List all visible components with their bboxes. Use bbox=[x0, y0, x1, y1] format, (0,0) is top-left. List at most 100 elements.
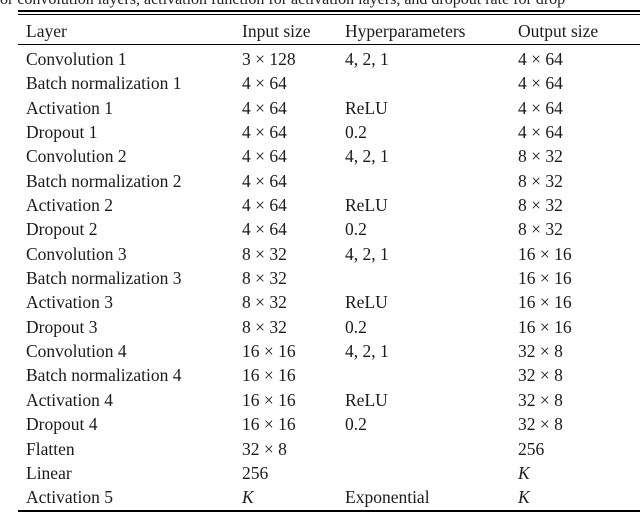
table-cell: Dropout 2 bbox=[26, 219, 98, 240]
table-row: Batch normalization 1 4 × 64 4 × 64 bbox=[18, 71, 640, 95]
table-cell: 4, 2, 1 bbox=[345, 49, 389, 69]
table-cell: ReLU bbox=[345, 195, 388, 216]
table-cell: ReLU bbox=[345, 389, 388, 410]
table-row: Activation 2 4 × 64 ReLU 8 × 32 bbox=[18, 193, 640, 217]
table-row: Flatten 32 × 8 256 bbox=[18, 437, 640, 461]
table-cell: 16 × 16 bbox=[242, 365, 296, 386]
table-cell: Convolution 1 bbox=[26, 49, 127, 69]
column-header-layer: Layer bbox=[26, 21, 67, 41]
table-cell: 0.2 bbox=[345, 414, 367, 435]
table-row: Convolution 4 16 × 16 4, 2, 1 32 × 8 bbox=[18, 339, 640, 363]
table-cell: 16 × 16 bbox=[242, 389, 296, 410]
table-cell: Convolution 2 bbox=[26, 146, 127, 167]
table-cell: 8 × 32 bbox=[518, 170, 563, 191]
table-cell bbox=[345, 71, 518, 95]
table-cell: 0.2 bbox=[345, 122, 367, 143]
table-cell: Exponential bbox=[345, 487, 430, 508]
column-header-hyperparameters: Hyperparameters bbox=[345, 21, 466, 41]
table-cell: 256 bbox=[242, 462, 269, 483]
table-cell: 0.2 bbox=[345, 219, 367, 240]
table-cell: 8 × 32 bbox=[242, 268, 287, 289]
table-cell: 16 × 16 bbox=[518, 268, 572, 289]
table-row: Convolution 3 8 × 32 4, 2, 1 16 × 16 bbox=[18, 242, 640, 266]
table-cell: 32 × 8 bbox=[518, 341, 563, 362]
table-cell: 8 × 32 bbox=[242, 316, 287, 337]
table-cell: 16 × 16 bbox=[518, 292, 572, 313]
table-header-rule bbox=[18, 44, 640, 45]
table-header-row: Layer Input size Hyperparameters Output … bbox=[18, 19, 640, 43]
table-cell: Batch normalization 1 bbox=[26, 73, 182, 94]
table-cell: 4 × 64 bbox=[518, 73, 563, 94]
table-row: Activation 1 4 × 64 ReLU 4 × 64 bbox=[18, 96, 640, 120]
column-header-output-size: Output size bbox=[518, 21, 599, 41]
table-cell bbox=[345, 266, 518, 290]
table-cell: 32 × 8 bbox=[242, 438, 287, 459]
table-cell: 16 × 16 bbox=[242, 414, 296, 435]
table-cell bbox=[345, 461, 518, 485]
table-row: Dropout 2 4 × 64 0.2 8 × 32 bbox=[18, 217, 640, 241]
table-row: Convolution 2 4 × 64 4, 2, 1 8 × 32 bbox=[18, 144, 640, 168]
table-cell: Linear bbox=[26, 462, 72, 483]
table-cell: 3 × 128 bbox=[242, 49, 296, 69]
table-cell: 32 × 8 bbox=[518, 414, 563, 435]
table-cell: 8 × 32 bbox=[518, 146, 563, 167]
table-cell: Activation 5 bbox=[26, 487, 113, 508]
table-cell: K bbox=[518, 487, 530, 508]
table-cell: Dropout 1 bbox=[26, 122, 98, 143]
table-cell: 4, 2, 1 bbox=[345, 243, 389, 264]
table-cell: 16 × 16 bbox=[518, 316, 572, 337]
table-cell: Activation 4 bbox=[26, 389, 113, 410]
table-row: Activation 3 8 × 32 ReLU 16 × 16 bbox=[18, 290, 640, 314]
table-cell: 4 × 64 bbox=[242, 146, 287, 167]
table-cell: 4 × 64 bbox=[518, 122, 563, 143]
table-row: Batch normalization 3 8 × 32 16 × 16 bbox=[18, 266, 640, 290]
table-cell: 8 × 32 bbox=[518, 219, 563, 240]
table-cell: Dropout 3 bbox=[26, 316, 98, 337]
table-cell: 8 × 32 bbox=[518, 195, 563, 216]
table-cell: K bbox=[518, 462, 530, 483]
table-bottom-rule bbox=[18, 510, 640, 512]
table-cell: 4 × 64 bbox=[518, 49, 563, 69]
table-cell: 4 × 64 bbox=[242, 97, 287, 118]
table-cell: 0.2 bbox=[345, 316, 367, 337]
table-cell: 32 × 8 bbox=[518, 365, 563, 386]
table-cell: 4, 2, 1 bbox=[345, 341, 389, 362]
table-top-rule bbox=[18, 10, 640, 15]
table-cell: 4 × 64 bbox=[242, 122, 287, 143]
table-cell bbox=[345, 363, 518, 387]
table-caption-fragment: or convolution layers, activation functi… bbox=[0, 0, 640, 9]
table-row: Activation 5 K Exponential K bbox=[18, 485, 640, 509]
table-cell: Batch normalization 3 bbox=[26, 268, 182, 289]
table-cell: ReLU bbox=[345, 292, 388, 313]
table-cell: 4 × 64 bbox=[242, 195, 287, 216]
table-cell: 4, 2, 1 bbox=[345, 146, 389, 167]
table-cell: 8 × 32 bbox=[242, 292, 287, 313]
table-row: Activation 4 16 × 16 ReLU 32 × 8 bbox=[18, 388, 640, 412]
table-cell: Activation 1 bbox=[26, 97, 113, 118]
table-cell: 8 × 32 bbox=[242, 243, 287, 264]
table-cell: Batch normalization 2 bbox=[26, 170, 182, 191]
table-cell: Convolution 4 bbox=[26, 341, 127, 362]
table-row: Convolution 1 3 × 128 4, 2, 1 4 × 64 bbox=[18, 47, 640, 71]
table-cell: 256 bbox=[518, 438, 545, 459]
table-row: Batch normalization 4 16 × 16 32 × 8 bbox=[18, 363, 640, 387]
table-row: Dropout 4 16 × 16 0.2 32 × 8 bbox=[18, 412, 640, 436]
table-cell: Convolution 3 bbox=[26, 243, 127, 264]
table-cell: 4 × 64 bbox=[242, 73, 287, 94]
table-cell: 16 × 16 bbox=[242, 341, 296, 362]
table-cell: Activation 3 bbox=[26, 292, 113, 313]
table-row: Dropout 1 4 × 64 0.2 4 × 64 bbox=[18, 120, 640, 144]
table-cell: 16 × 16 bbox=[518, 243, 572, 264]
table-cell: Dropout 4 bbox=[26, 414, 98, 435]
table-cell: 4 × 64 bbox=[518, 97, 563, 118]
table-cell: 4 × 64 bbox=[242, 170, 287, 191]
table-row: Linear 256 K bbox=[18, 461, 640, 485]
table-cell: Flatten bbox=[26, 438, 75, 459]
column-header-input-size: Input size bbox=[242, 21, 311, 41]
table-cell: Activation 2 bbox=[26, 195, 113, 216]
table-cell: 32 × 8 bbox=[518, 389, 563, 410]
table-cell: Batch normalization 4 bbox=[26, 365, 182, 386]
table-cell bbox=[345, 437, 518, 461]
table-cell: 4 × 64 bbox=[242, 219, 287, 240]
